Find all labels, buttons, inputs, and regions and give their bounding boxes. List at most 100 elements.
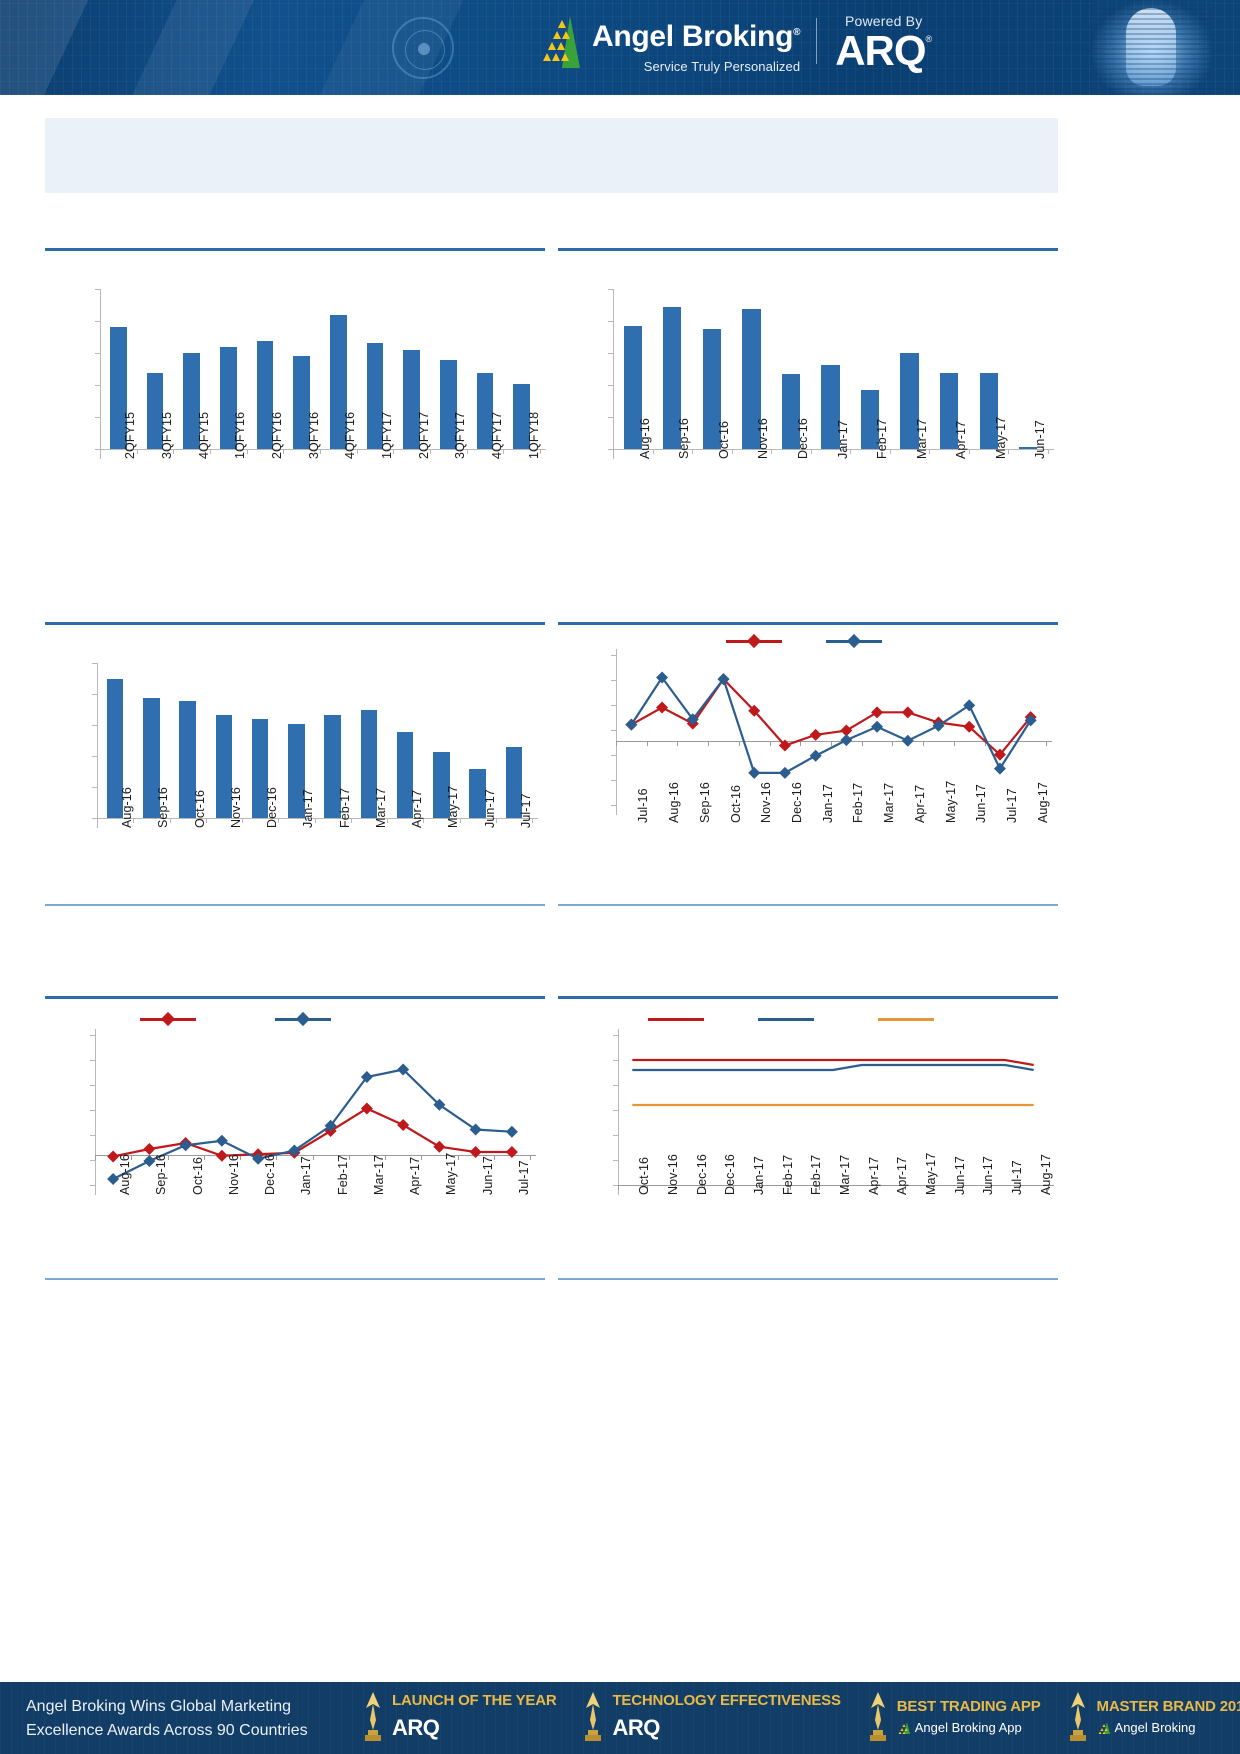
header-radar-icon bbox=[392, 17, 454, 79]
x-axis-label: Jun-17 bbox=[981, 1156, 996, 1195]
footer-award-sub: ARQ bbox=[392, 1714, 556, 1742]
x-axis-label: 3QFY16 bbox=[306, 411, 321, 459]
x-axis-tick bbox=[962, 1185, 963, 1190]
x-axis-tick bbox=[314, 818, 316, 823]
x-axis-tick bbox=[136, 449, 138, 454]
x-axis-label: Jul-17 bbox=[518, 793, 533, 828]
x-axis-label: Apr-17 bbox=[912, 784, 927, 823]
x-axis-tick bbox=[95, 1155, 96, 1160]
x-axis-label: Apr-17 bbox=[410, 789, 425, 828]
series-marker-series-blue bbox=[656, 671, 669, 684]
x-axis-label: Oct-16 bbox=[637, 1156, 652, 1195]
x-axis-tick bbox=[732, 1185, 734, 1190]
footer-award-text: BEST TRADING APP Angel Broking App bbox=[897, 1698, 1041, 1736]
x-axis-label: Jul-17 bbox=[516, 1160, 531, 1195]
footer-award-sub: ARQ bbox=[612, 1714, 840, 1742]
x-axis-tick bbox=[968, 449, 970, 454]
y-axis-tick bbox=[95, 385, 100, 386]
x-axis-tick bbox=[169, 818, 171, 823]
series-marker-series-blue bbox=[963, 699, 976, 712]
x-axis-label: Apr-17 bbox=[866, 1156, 881, 1195]
x-axis-zero-line bbox=[616, 740, 1052, 742]
x-axis-tick bbox=[459, 818, 461, 823]
x-axis-tick bbox=[731, 449, 733, 454]
series-marker-series-red bbox=[993, 748, 1006, 761]
x-axis-label: Feb-17 bbox=[337, 787, 352, 828]
x-axis-tick bbox=[203, 1155, 205, 1160]
x-axis-tick bbox=[356, 449, 358, 454]
footer-award-sub-label: Angel Broking bbox=[1114, 1719, 1196, 1735]
footer-award-text: MASTER BRAND 2016 Angel Broking bbox=[1097, 1698, 1240, 1736]
x-axis-tick bbox=[1019, 1185, 1021, 1190]
bar bbox=[219, 347, 237, 449]
registered-mark: ® bbox=[793, 27, 801, 38]
bar bbox=[979, 372, 998, 449]
x-axis-tick bbox=[97, 818, 98, 823]
x-axis-label: Jun-17 bbox=[974, 784, 989, 823]
x-axis-tick bbox=[933, 1185, 935, 1190]
x-axis-tick bbox=[769, 740, 771, 746]
y-axis bbox=[100, 289, 101, 459]
x-axis-tick bbox=[708, 740, 710, 746]
x-axis-label: Aug-17 bbox=[1038, 1154, 1053, 1195]
x-axis-label: Nov-16 bbox=[759, 782, 774, 823]
x-axis-tick bbox=[953, 740, 955, 746]
x-axis-tick bbox=[173, 449, 175, 454]
x-axis-tick bbox=[850, 449, 852, 454]
series-marker-series-blue bbox=[397, 1063, 410, 1076]
x-axis-label: Mar-17 bbox=[838, 1154, 852, 1195]
x-axis-tick bbox=[421, 1155, 423, 1160]
trophy-cup-icon bbox=[1069, 1692, 1086, 1741]
x-axis-tick bbox=[320, 449, 321, 454]
series-marker-series-blue bbox=[686, 713, 699, 726]
bar bbox=[781, 374, 801, 449]
x-axis-tick bbox=[242, 818, 243, 823]
x-axis-label: Mar-17 bbox=[882, 782, 897, 823]
footer-award-title: BEST TRADING APP bbox=[896, 1698, 1041, 1715]
x-axis-tick bbox=[677, 740, 679, 746]
x-axis-tick bbox=[278, 818, 280, 823]
x-axis-tick bbox=[457, 1155, 459, 1160]
angel-triangle-logo-icon bbox=[1098, 1721, 1110, 1734]
x-axis-label: Jul-17 bbox=[1004, 788, 1019, 823]
x-axis-zero-line bbox=[618, 1185, 1054, 1186]
arq-wordmark: ARQ bbox=[835, 27, 926, 74]
panel-rule-bottom bbox=[45, 904, 545, 906]
x-axis-tick bbox=[530, 1155, 531, 1160]
bar bbox=[513, 383, 531, 449]
chart-bottom-right-plot: Oct-16 Nov-16 Dec-16 Dec-16 Jan-17 Feb-17 Feb-… bbox=[558, 999, 1058, 1278]
series-marker-series-red bbox=[433, 1140, 446, 1153]
footer-award-title: LAUNCH OF THE YEAR bbox=[392, 1692, 557, 1710]
panel-rule-top bbox=[45, 248, 545, 251]
x-axis-tick bbox=[929, 449, 931, 454]
series-marker-series-red bbox=[748, 704, 761, 717]
y-axis-tick bbox=[92, 694, 97, 695]
x-axis-label: Sep-16 bbox=[677, 418, 692, 459]
chart-panel-top-left: 2QFY15 3QFY15 4QFY15 1QFY16 2QFY16 3QFY16 4QFY… bbox=[45, 248, 546, 530]
footer-award-sub: Angel Broking App bbox=[897, 1720, 1041, 1736]
y-axis-tick bbox=[611, 705, 616, 706]
series-marker-series-blue bbox=[107, 1173, 120, 1185]
series-marker-series-red bbox=[469, 1146, 482, 1158]
trophy-icon bbox=[869, 1692, 886, 1741]
x-axis-tick bbox=[540, 449, 541, 454]
series-line-series-red bbox=[112, 1107, 512, 1158]
y-axis bbox=[613, 289, 614, 459]
bar bbox=[329, 315, 347, 449]
x-axis-tick bbox=[100, 449, 101, 454]
y-axis-tick bbox=[90, 1185, 95, 1186]
bar bbox=[439, 360, 457, 449]
y-axis-tick bbox=[613, 1110, 618, 1111]
legend-line bbox=[878, 1018, 934, 1021]
y-axis-tick bbox=[608, 289, 613, 290]
panel-rule-bottom bbox=[558, 1278, 1058, 1280]
x-axis-label: Dec-16 bbox=[795, 418, 810, 459]
y-axis-tick bbox=[92, 756, 97, 757]
y-axis-tick bbox=[611, 655, 616, 656]
x-axis-label: Nov-16 bbox=[228, 787, 243, 828]
x-axis-zero-line bbox=[95, 1155, 536, 1156]
y-axis-tick bbox=[92, 725, 97, 726]
series-marker-series-red bbox=[656, 701, 669, 714]
series-marker-series-blue bbox=[179, 1139, 192, 1152]
